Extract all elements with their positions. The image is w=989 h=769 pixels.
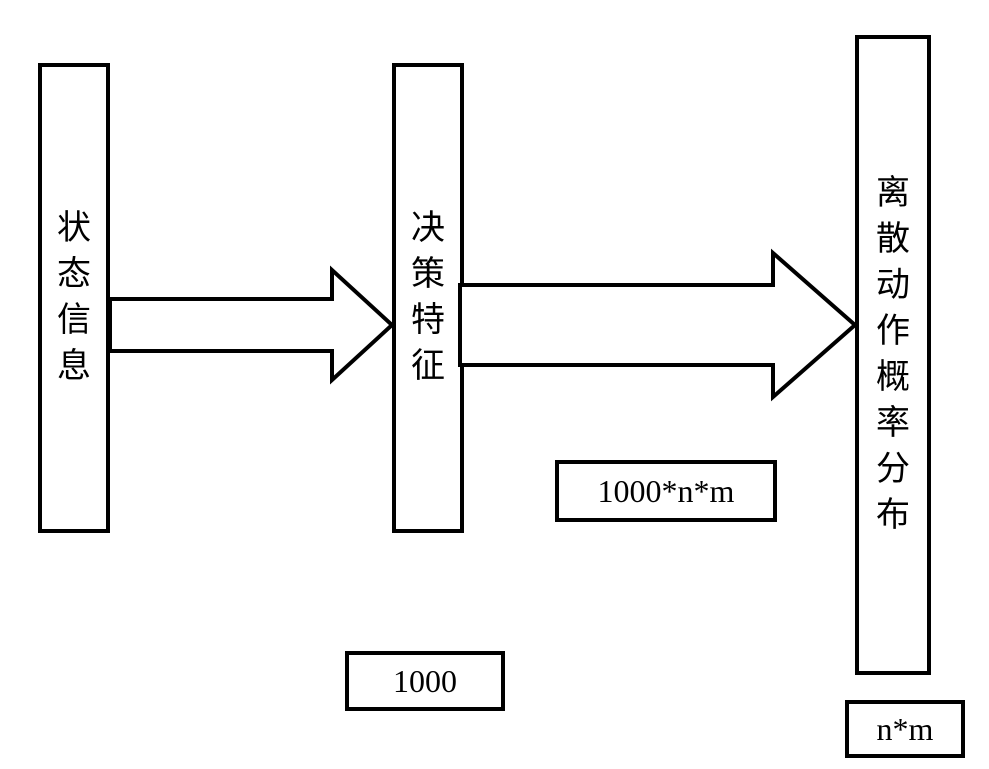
char: 离 — [876, 171, 910, 217]
char: 息 — [57, 344, 91, 390]
char: 作 — [876, 309, 910, 355]
char: 态 — [57, 252, 91, 298]
arrow-decision-to-dist — [460, 250, 860, 400]
label-text: 1000 — [393, 663, 457, 700]
node-decision-feature: 决 策 特 征 — [392, 63, 464, 533]
arrow-state-to-decision — [110, 265, 392, 385]
char: 布 — [876, 493, 910, 539]
char: 状 — [57, 206, 91, 252]
char: 率 — [876, 401, 910, 447]
label-text: n*m — [877, 711, 934, 748]
char: 动 — [876, 263, 910, 309]
label-1000nm: 1000*n*m — [555, 460, 777, 522]
char: 概 — [876, 355, 910, 401]
label-1000: 1000 — [345, 651, 505, 711]
char: 征 — [411, 344, 445, 390]
diagram-canvas: 状 态 信 息 决 策 特 征 离 散 动 作 概 率 分 布 1000 100… — [0, 0, 989, 769]
node-discrete-distribution: 离 散 动 作 概 率 分 布 — [855, 35, 931, 675]
label-nm: n*m — [845, 700, 965, 758]
char: 决 — [411, 206, 445, 252]
char: 散 — [876, 217, 910, 263]
char: 信 — [57, 298, 91, 344]
node-state-info: 状 态 信 息 — [38, 63, 110, 533]
char: 特 — [411, 298, 445, 344]
char: 分 — [876, 447, 910, 493]
label-text: 1000*n*m — [598, 473, 735, 510]
char: 策 — [411, 252, 445, 298]
